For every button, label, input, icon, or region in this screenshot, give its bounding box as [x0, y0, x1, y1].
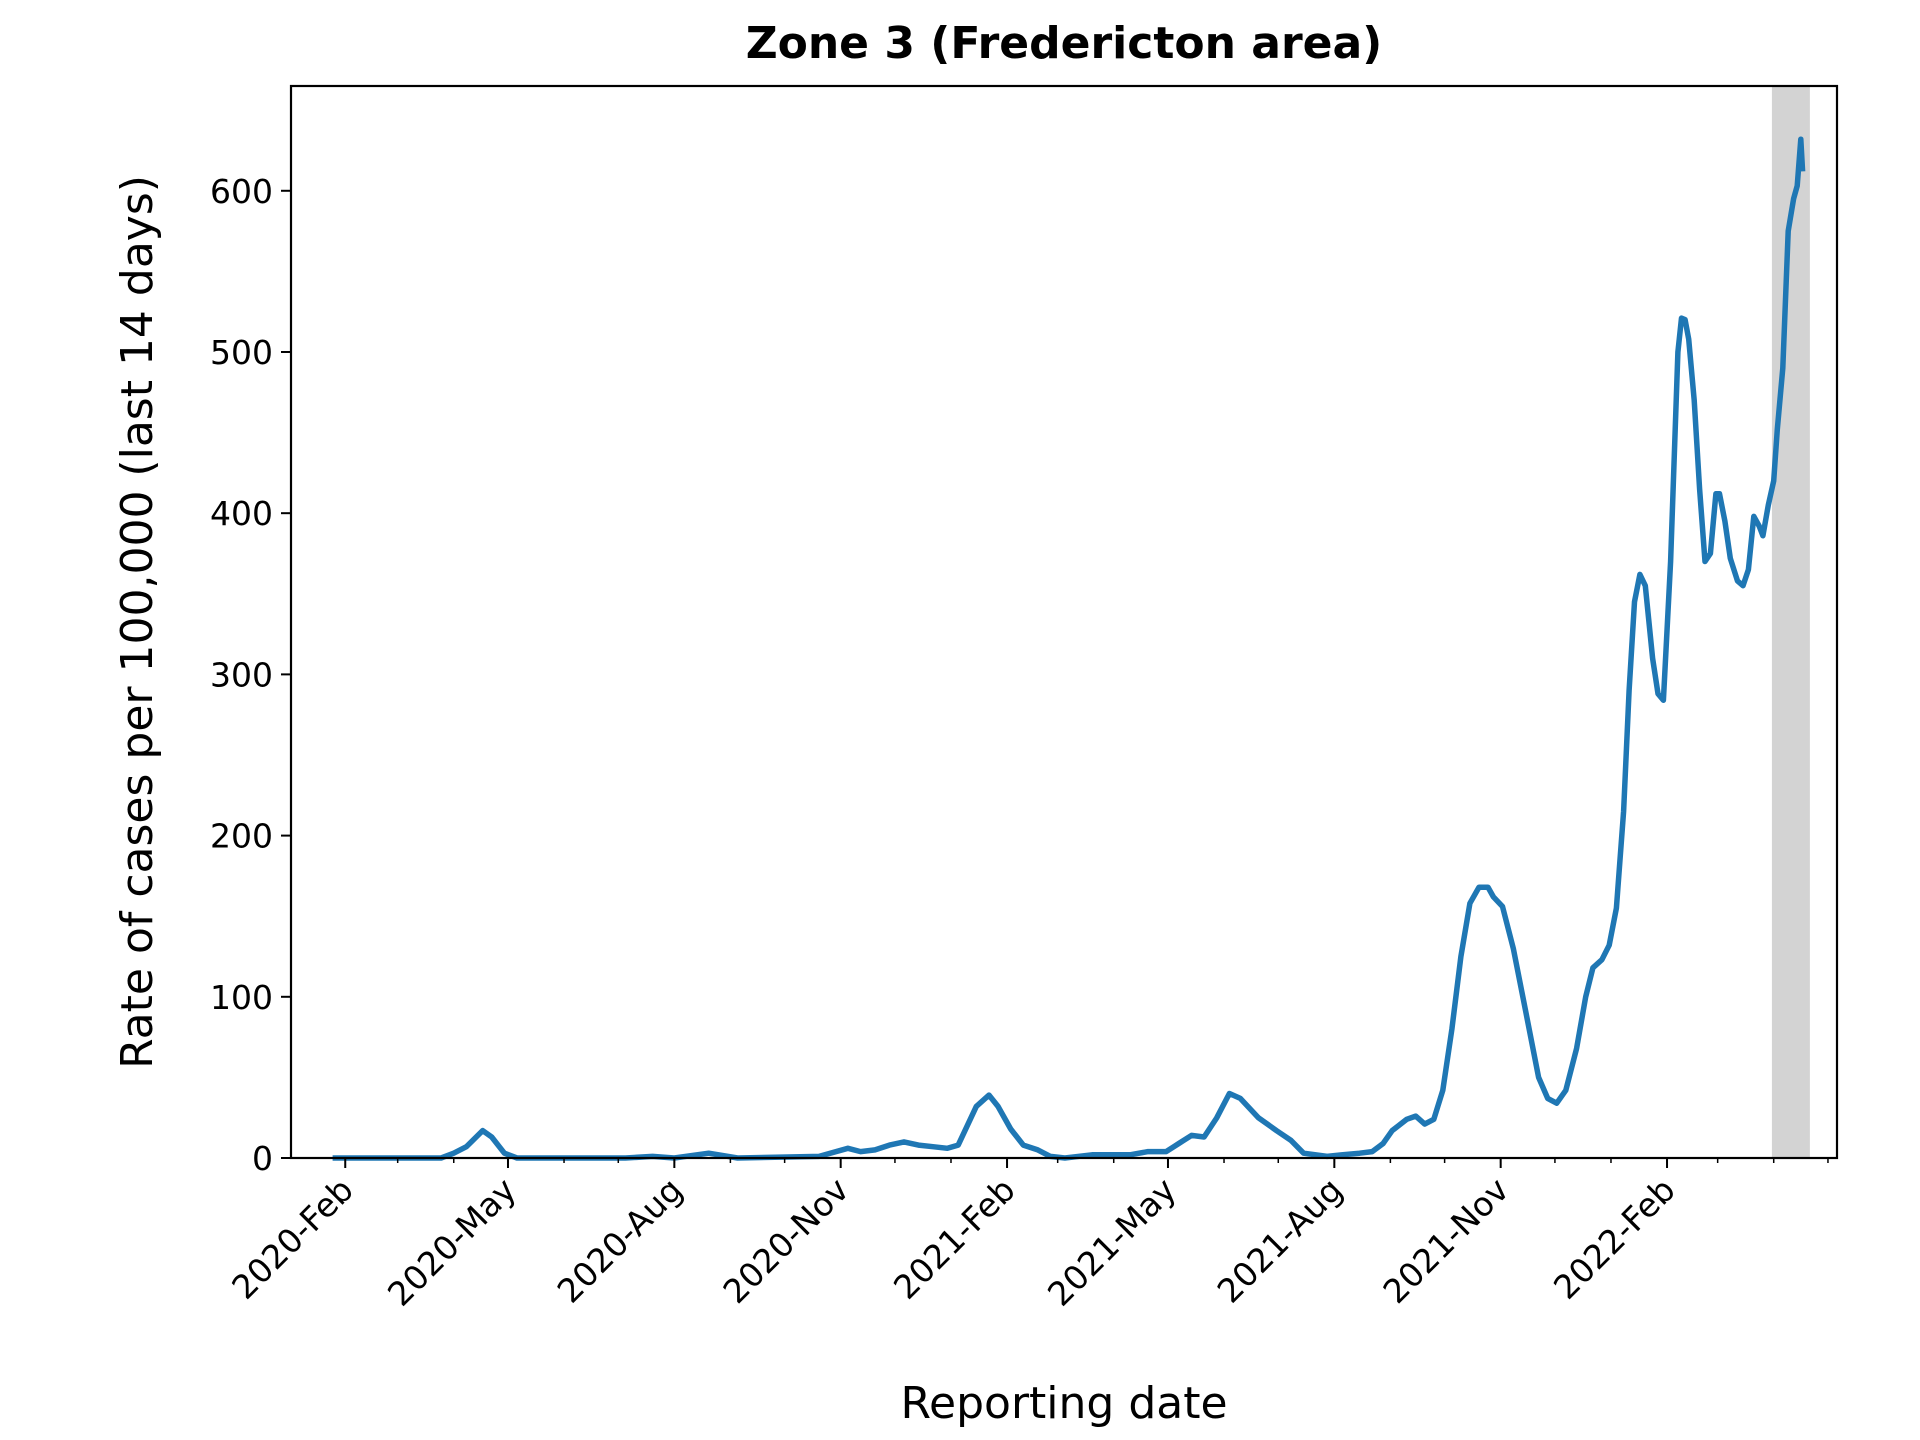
x-axis-label: Reporting date	[900, 1378, 1227, 1429]
y-tick-label: 0	[252, 1139, 273, 1178]
y-tick-label: 200	[210, 817, 273, 856]
chart-title: Zone 3 (Fredericton area)	[746, 18, 1383, 69]
y-tick-label: 300	[210, 655, 273, 694]
shaded-region	[1771, 86, 1810, 1158]
y-tick-label: 100	[210, 978, 273, 1017]
y-tick-label: 500	[210, 333, 273, 372]
y-tick-label: 600	[210, 172, 273, 211]
y-axis-label: Rate of cases per 100,000 (last 14 days)	[112, 175, 163, 1069]
y-axis-ticks: 0 100 200 300 400 500 600	[210, 172, 291, 1178]
series-layer	[332, 136, 1806, 1161]
series-line-0	[332, 136, 1806, 1161]
shaded-region-layer	[1771, 86, 1810, 1158]
y-tick-label: 400	[210, 494, 273, 533]
plot-area-frame	[289, 84, 1839, 1160]
